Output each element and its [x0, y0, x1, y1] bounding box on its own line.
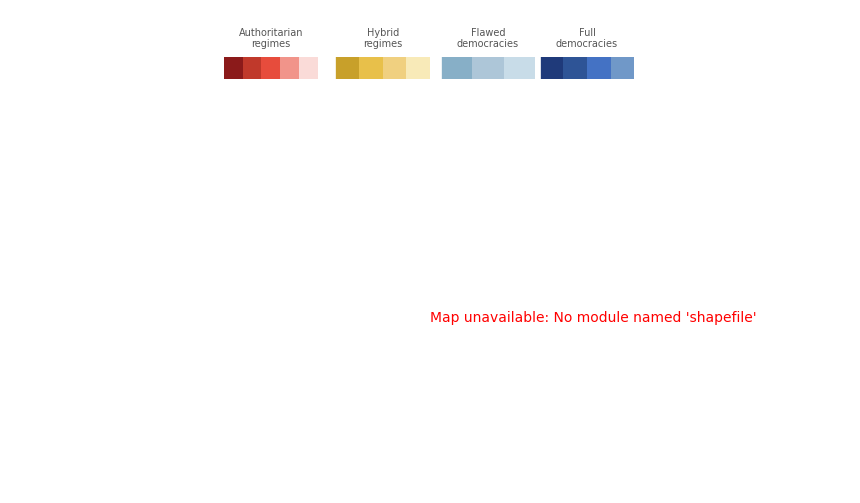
Text: Authoritarian
regimes: Authoritarian regimes: [238, 28, 303, 49]
Text: CANADA: CANADA: [181, 174, 219, 183]
Bar: [504, 57, 535, 79]
Text: Map unavailable: No module named 'shapefile': Map unavailable: No module named 'shapef…: [430, 310, 757, 324]
Text: S. AFRICA: S. AFRICA: [465, 393, 509, 402]
Bar: [299, 57, 318, 79]
Text: AFGHANISTAN: AFGHANISTAN: [558, 236, 622, 245]
Text: BRAZIL: BRAZIL: [290, 341, 322, 350]
Text: JAPAN: JAPAN: [752, 229, 777, 238]
Text: AUSTRALIA: AUSTRALIA: [725, 382, 775, 391]
Text: Hybrid
regimes: Hybrid regimes: [363, 28, 402, 49]
Bar: [563, 57, 587, 79]
Bar: [472, 57, 504, 79]
Text: LIBYA: LIBYA: [458, 255, 482, 264]
Text: CHINA: CHINA: [662, 238, 691, 247]
Text: Flawed
democracies: Flawed democracies: [457, 28, 519, 49]
Bar: [383, 57, 406, 79]
Bar: [280, 57, 299, 79]
Bar: [611, 57, 635, 79]
Bar: [587, 57, 611, 79]
Bar: [359, 57, 383, 79]
Bar: [335, 57, 359, 79]
Bar: [261, 57, 280, 79]
Bar: [440, 57, 472, 79]
Bar: [224, 57, 243, 79]
Text: RUSSIA: RUSSIA: [629, 169, 661, 178]
Text: Full
democracies: Full democracies: [556, 28, 618, 49]
Bar: [540, 57, 563, 79]
Text: UNITED STATES: UNITED STATES: [157, 226, 225, 235]
Bar: [407, 57, 430, 79]
Bar: [243, 57, 261, 79]
